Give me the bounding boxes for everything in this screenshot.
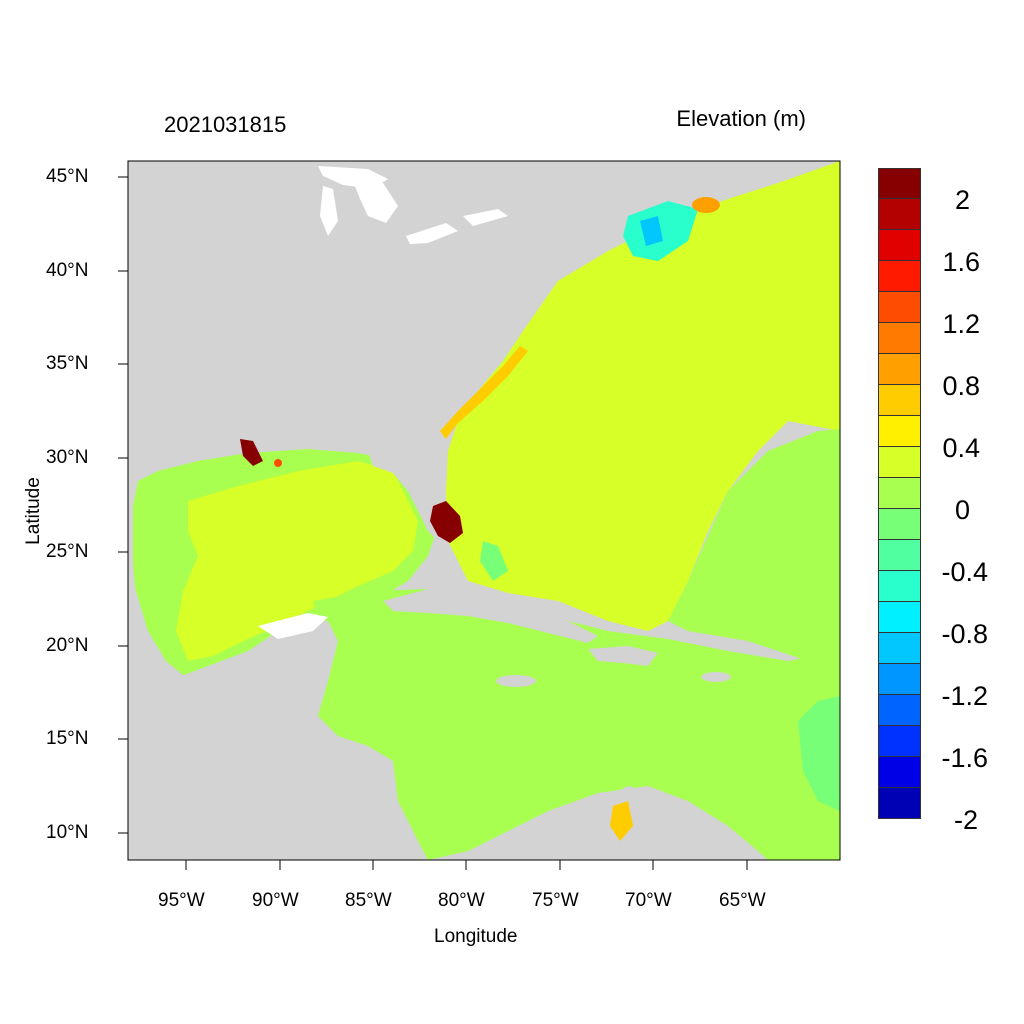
y-tick-label: 10°N: [46, 822, 89, 843]
colorbar-cell: [878, 292, 921, 323]
colorbar-label: 0.8: [942, 371, 980, 401]
colorbar: [878, 168, 921, 819]
y-axis-ticks: [118, 176, 128, 834]
colorbar-label: -2: [953, 805, 978, 835]
x-axis-title: Longitude: [434, 926, 518, 947]
x-tick-label: 65°W: [719, 890, 766, 911]
x-tick-label: 85°W: [345, 890, 392, 911]
colorbar-cell: [878, 261, 921, 292]
louisiana-surge: [240, 439, 263, 466]
mexico: [128, 506, 248, 701]
colorbar-cell: [878, 571, 921, 602]
colorbar-cell: [878, 633, 921, 664]
colorbar-cell: [878, 323, 921, 354]
caribbean-sea: [308, 589, 840, 860]
x-tick-label: 70°W: [625, 890, 672, 911]
colorbar-cell: [878, 447, 921, 478]
colorbar-cell: [878, 478, 921, 509]
colorbar-cell: [878, 757, 921, 788]
atlantic-ocean: [446, 161, 840, 631]
south-florida-surge: [430, 501, 463, 543]
x-tick-label: 80°W: [438, 890, 485, 911]
colorbar-label: 1.2: [942, 309, 980, 339]
colorbar-cell: [878, 416, 921, 447]
colorbar-cell: [878, 199, 921, 230]
colorbar-label: 2: [954, 185, 970, 215]
elevation-map: [128, 161, 840, 860]
colorbar-label: -0.4: [941, 557, 988, 587]
colorbar-cell: [878, 168, 921, 199]
colorbar-cell: [878, 788, 921, 819]
south-america: [428, 786, 768, 860]
hispaniola: [588, 646, 658, 666]
colorbar-cell: [878, 726, 921, 757]
atlantic-southeast: [668, 429, 840, 661]
y-tick-label: 35°N: [46, 353, 89, 374]
y-tick-label: 15°N: [46, 728, 89, 749]
y-axis-title: Latitude: [23, 477, 44, 545]
colorbar-label: -0.8: [941, 619, 988, 649]
colorbar-label: 0: [954, 495, 970, 525]
colorbar-cell: [878, 602, 921, 633]
colorbar-cell: [878, 540, 921, 571]
y-tick-label: 45°N: [46, 166, 89, 187]
colorbar-cell: [878, 385, 921, 416]
x-axis-ticks: [185, 860, 748, 870]
southeast-coast-surge: [440, 346, 528, 439]
colorbar-cell: [878, 664, 921, 695]
y-tick-label: 30°N: [46, 447, 89, 468]
map-panel: [128, 161, 840, 860]
y-tick-label: 40°N: [46, 260, 89, 281]
variable-title: Elevation (m): [676, 106, 806, 131]
florida-peninsula: [368, 451, 448, 543]
colorbar-cell: [878, 354, 921, 385]
colorbar-label: 1.6: [942, 247, 980, 277]
colorbar-cell: [878, 230, 921, 261]
gulf-interior: [176, 461, 418, 661]
colorbar-label: 0.4: [942, 433, 980, 463]
x-tick-label: 90°W: [252, 890, 299, 911]
colorbar-label: -1.2: [941, 681, 988, 711]
colorbar-cell: [878, 695, 921, 726]
y-tick-label: 25°N: [46, 541, 89, 562]
x-tick-label: 75°W: [532, 890, 579, 911]
central-america: [128, 619, 428, 860]
y-tick-label: 20°N: [46, 635, 89, 656]
timestamp-title: 2021031815: [164, 112, 287, 137]
colorbar-cell: [878, 509, 921, 540]
colorbar-label: -1.6: [941, 743, 988, 773]
cuba: [383, 589, 598, 643]
great-lakes: [318, 166, 508, 244]
x-tick-label: 95°W: [158, 890, 205, 911]
